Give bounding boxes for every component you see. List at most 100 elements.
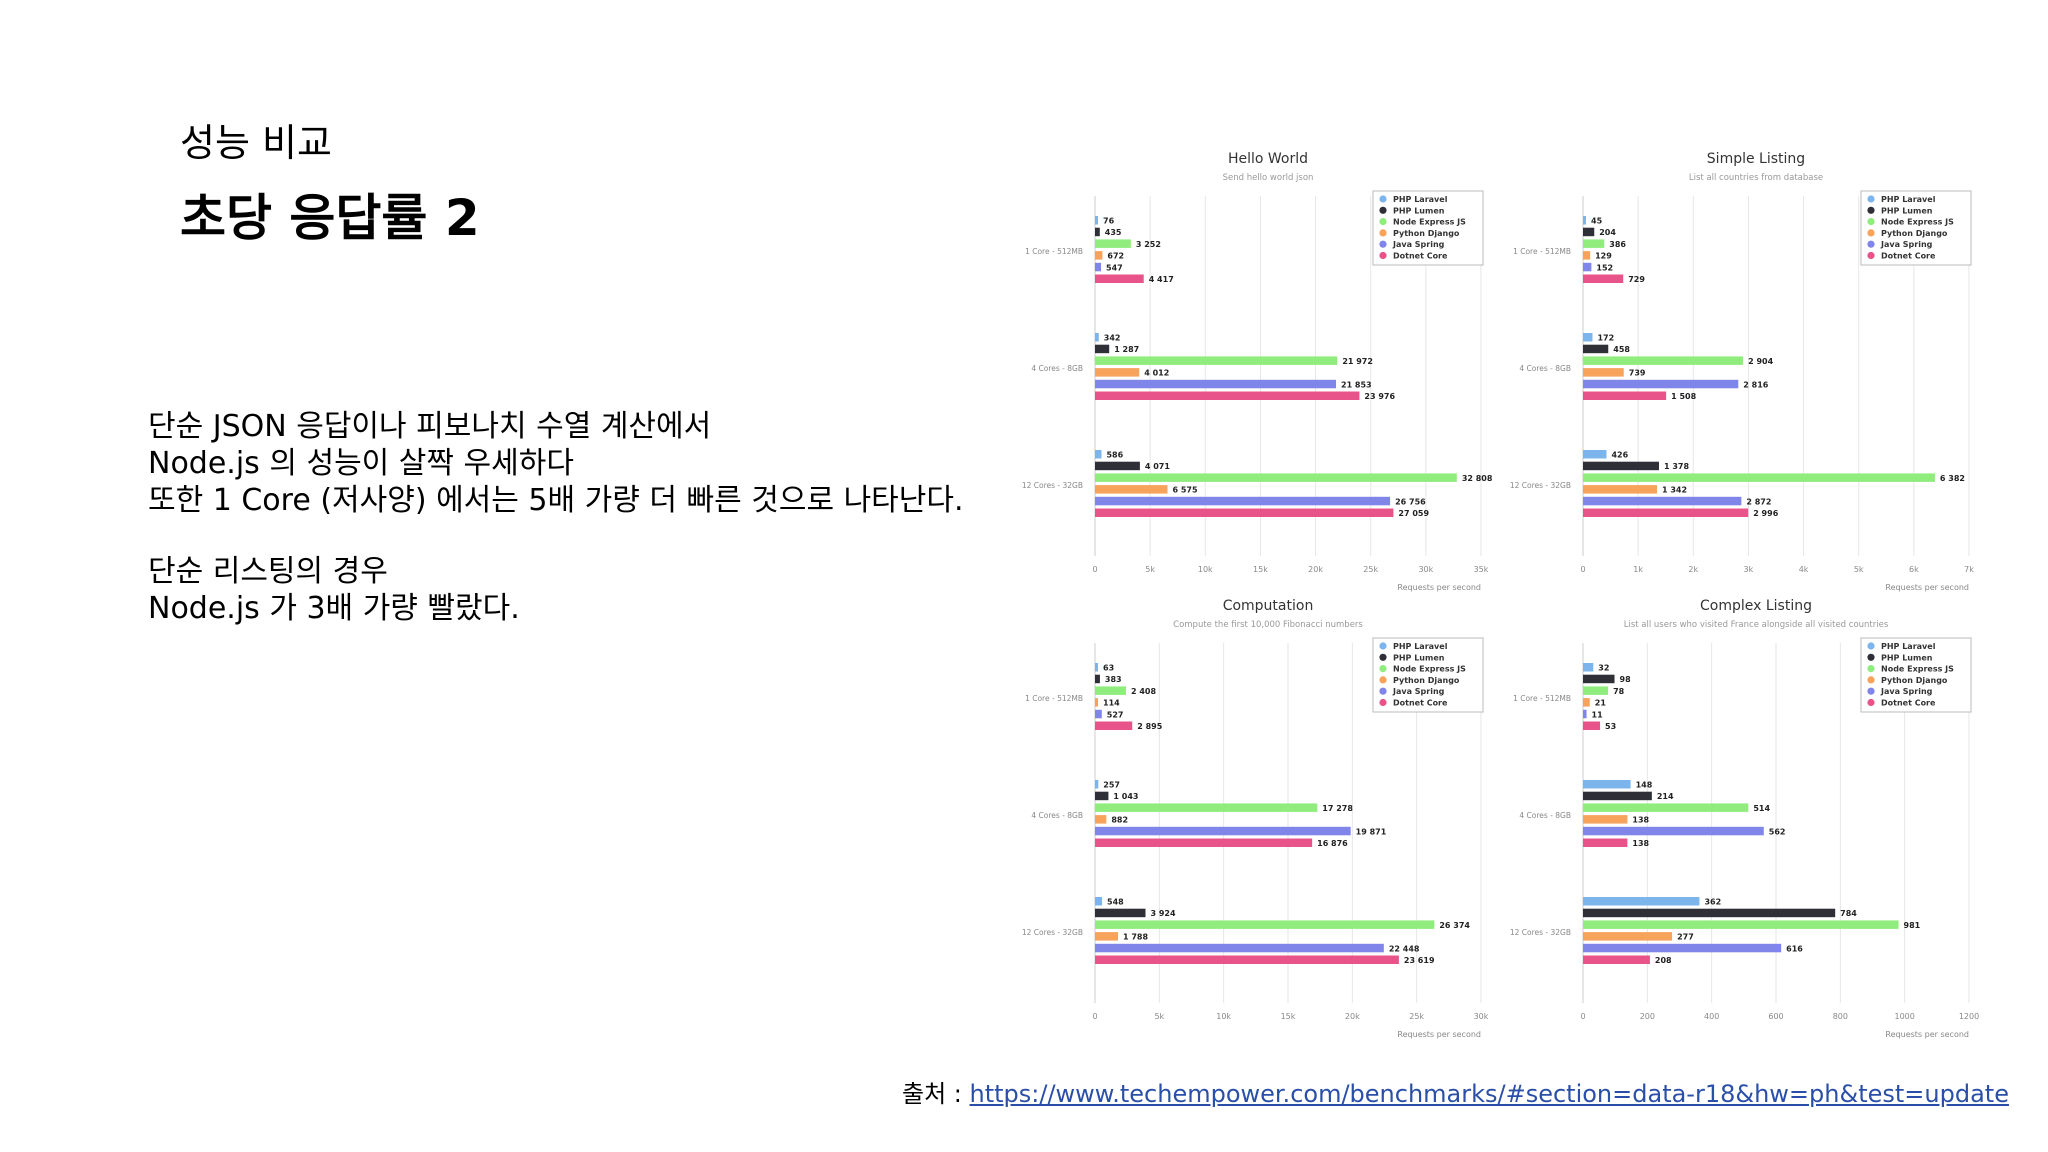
legend-marker <box>1867 240 1875 248</box>
category-label: 4 Cores - 8GB <box>1031 811 1083 820</box>
legend-marker <box>1379 206 1387 214</box>
slide-title: 초당 응답률 2 <box>180 189 480 247</box>
x-tick-label: 20k <box>1308 565 1323 574</box>
data-label: 78 <box>1613 687 1625 696</box>
bar-java-spring <box>1583 262 1592 272</box>
legend-label: PHP Lumen <box>1393 206 1445 215</box>
legend-label: Java Spring <box>1880 687 1933 696</box>
x-axis-label: Requests per second <box>1397 583 1481 592</box>
legend-label: Node Express JS <box>1393 218 1466 227</box>
data-label: 527 <box>1107 710 1124 719</box>
bar-dotnet-core <box>1095 721 1133 730</box>
bar-dotnet-core <box>1583 274 1624 283</box>
chart-subtitle: Compute the first 10,000 Fibonacci numbe… <box>1173 620 1363 630</box>
x-axis-label: Requests per second <box>1885 583 1969 592</box>
data-label: 32 808 <box>1462 474 1493 483</box>
legend-marker <box>1867 698 1875 707</box>
bar-java-spring <box>1583 826 1764 836</box>
x-tick-label: 400 <box>1704 1012 1719 1021</box>
legend-label: PHP Laravel <box>1393 642 1448 651</box>
data-label: 2 872 <box>1746 497 1771 506</box>
bar-php-laravel <box>1583 450 1607 459</box>
bar-python-django <box>1583 698 1590 707</box>
data-label: 383 <box>1105 675 1122 684</box>
x-tick-label: 25k <box>1363 565 1378 574</box>
data-label: 784 <box>1840 909 1857 918</box>
bar-python-django <box>1583 368 1624 377</box>
data-label: 138 <box>1632 816 1649 825</box>
data-label: 3 252 <box>1136 240 1161 249</box>
data-label: 729 <box>1628 275 1645 284</box>
legend: PHP Laravel PHP Lumen Node Express JS Pytho… <box>1860 637 1972 713</box>
data-label: 981 <box>1904 921 1921 930</box>
data-label: 22 448 <box>1389 944 1420 953</box>
source-link[interactable]: https://www.techempower.com/benchmarks/#… <box>969 1080 2009 1108</box>
legend-marker <box>1867 218 1875 226</box>
bar-python-django <box>1583 815 1628 824</box>
bar-php-lumen <box>1583 344 1609 354</box>
bar-php-lumen <box>1583 791 1652 801</box>
data-label: 257 <box>1103 781 1120 790</box>
bar-python-django <box>1583 485 1658 494</box>
body-line: Node.js 가 3배 가량 빨랐다. <box>148 591 520 626</box>
legend-marker <box>1379 229 1387 237</box>
chart-subtitle: Send hello world json <box>1223 173 1314 183</box>
source-citation: 출처 : https://www.techempower.com/benchma… <box>902 1074 2009 1109</box>
data-label: 63 <box>1103 664 1114 673</box>
data-label: 435 <box>1105 228 1122 237</box>
x-axis-label: Requests per second <box>1885 1030 1969 1039</box>
bar-python-django <box>1095 251 1103 260</box>
data-label: 2 895 <box>1137 722 1162 731</box>
legend-marker <box>1379 195 1387 203</box>
x-tick-label: 0 <box>1092 565 1097 574</box>
bar-php-lumen <box>1583 908 1836 918</box>
data-label: 1 378 <box>1664 462 1689 471</box>
body-line: 단순 리스팅의 경우 <box>148 554 388 589</box>
data-label: 76 <box>1103 217 1115 226</box>
legend-label: PHP Lumen <box>1881 206 1933 215</box>
bar-node-express-js <box>1583 686 1609 695</box>
data-label: 2 996 <box>1753 509 1778 518</box>
data-label: 152 <box>1596 263 1613 272</box>
x-tick-label: 1000 <box>1894 1012 1914 1021</box>
legend-marker <box>1867 642 1875 650</box>
legend-marker <box>1867 206 1875 214</box>
data-label: 1 287 <box>1114 345 1139 354</box>
x-tick-label: 6k <box>1909 565 1919 574</box>
legend-label: PHP Lumen <box>1881 653 1933 662</box>
category-label: 1 Core - 512MB <box>1025 247 1083 256</box>
bar-python-django <box>1095 485 1168 494</box>
data-label: 2 408 <box>1131 687 1156 696</box>
legend-marker <box>1379 687 1387 695</box>
x-tick-label: 7k <box>1964 565 1974 574</box>
data-label: 214 <box>1657 792 1674 801</box>
x-tick-label: 1200 <box>1959 1012 1979 1021</box>
legend-label: Dotnet Core <box>1881 252 1936 261</box>
chart-subtitle: List all users who visited France alongs… <box>1624 620 1889 630</box>
data-label: 45 <box>1591 217 1603 226</box>
bar-python-django <box>1095 932 1119 941</box>
x-tick-label: 0 <box>1580 1012 1585 1021</box>
legend-marker <box>1379 698 1387 707</box>
bar-dotnet-core <box>1583 391 1667 400</box>
x-tick-label: 15k <box>1253 565 1268 574</box>
bar-node-express-js <box>1095 803 1318 812</box>
data-label: 547 <box>1106 263 1123 272</box>
x-axis-label: Requests per second <box>1397 1030 1481 1039</box>
legend-label: PHP Laravel <box>1881 195 1936 204</box>
bar-node-express-js <box>1095 920 1435 929</box>
category-label: 1 Core - 512MB <box>1025 694 1083 703</box>
x-tick-label: 25k <box>1409 1012 1424 1021</box>
x-tick-label: 200 <box>1640 1012 1655 1021</box>
legend-label: Node Express JS <box>1393 665 1466 674</box>
bar-php-laravel <box>1095 780 1099 789</box>
data-label: 53 <box>1605 722 1616 731</box>
chart-simple-listing: Simple Listing List all countries from da… <box>1510 151 1974 592</box>
bar-dotnet-core <box>1583 955 1650 964</box>
legend-box <box>1372 637 1484 713</box>
data-label: 277 <box>1677 933 1694 942</box>
data-label: 26 756 <box>1395 497 1426 506</box>
bar-node-express-js <box>1095 473 1457 482</box>
legend-marker <box>1867 251 1875 260</box>
data-label: 6 382 <box>1940 474 1965 483</box>
